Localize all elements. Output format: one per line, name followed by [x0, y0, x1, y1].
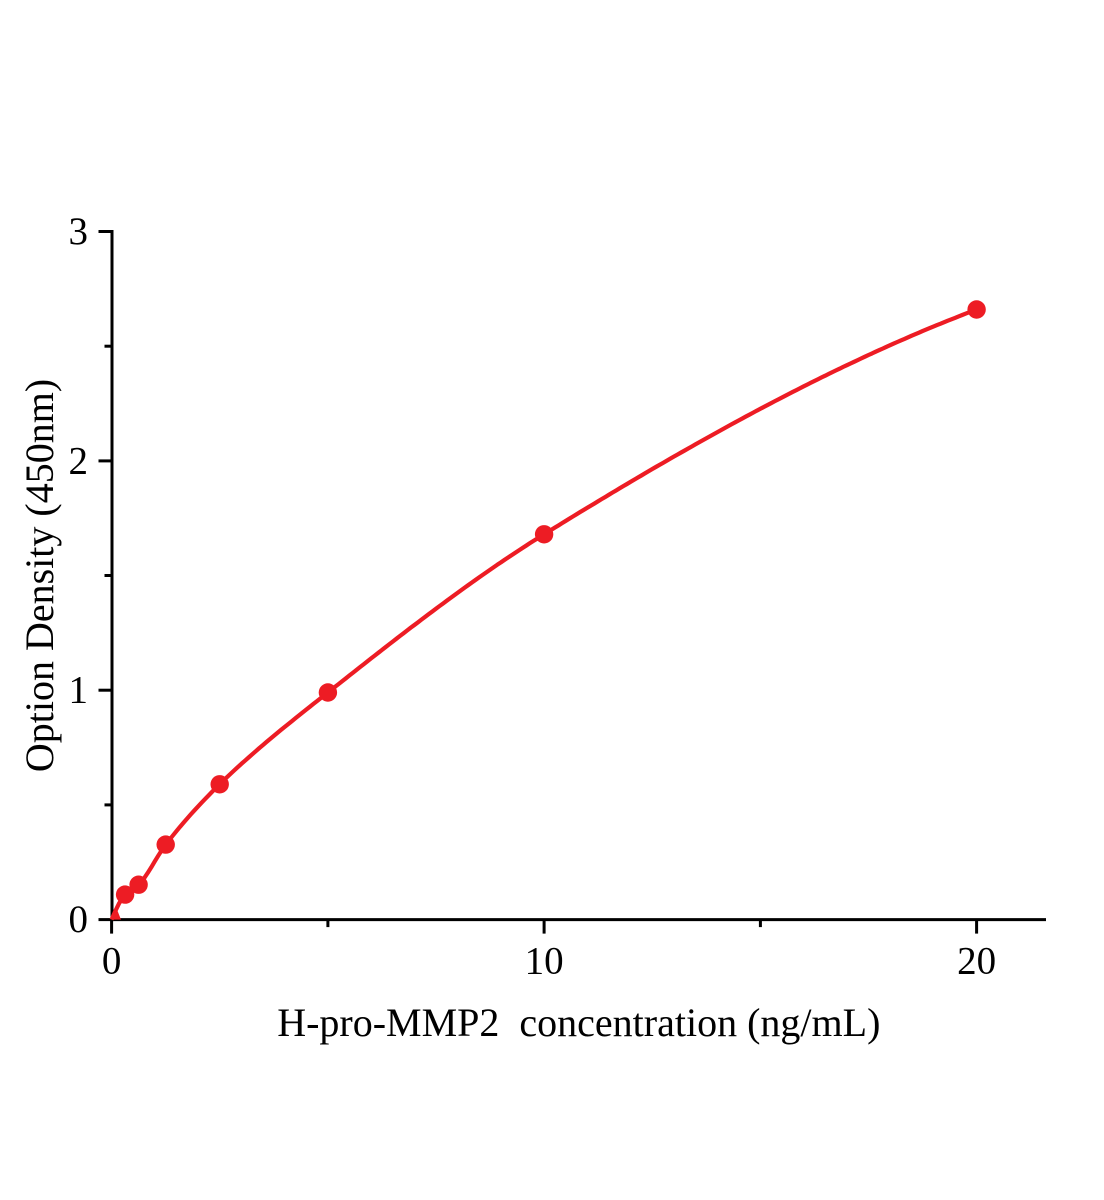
svg-text:3: 3	[69, 210, 89, 253]
svg-text:0: 0	[69, 898, 89, 941]
svg-text:0: 0	[102, 939, 122, 982]
svg-text:10: 10	[525, 939, 564, 982]
svg-text:2: 2	[69, 439, 89, 482]
svg-text:20: 20	[957, 939, 996, 982]
svg-text:Option Density (450nm): Option Density (450nm)	[17, 379, 62, 772]
svg-text:H-pro-MMP2 concentration (ng/: H-pro-MMP2 concentration (ng/mL)	[277, 1000, 880, 1045]
svg-text:1: 1	[69, 669, 89, 712]
